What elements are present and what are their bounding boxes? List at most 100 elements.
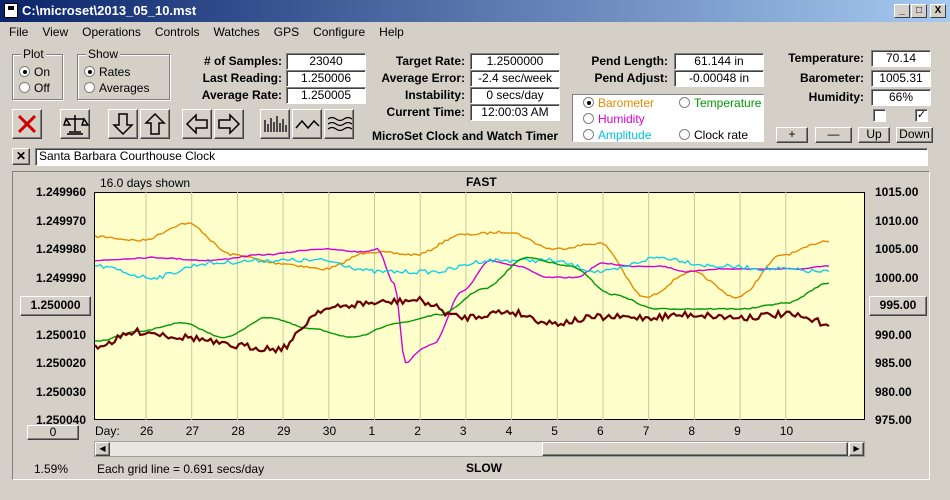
- menu-controls[interactable]: Controls: [154, 25, 200, 39]
- day-label: Day:: [95, 424, 120, 438]
- center-barometer-button[interactable]: 995.00: [869, 296, 927, 316]
- arrow-left-button[interactable]: [182, 109, 212, 139]
- scroll-right-button[interactable]: ▶: [849, 442, 864, 456]
- y-right-tick: 1010.00: [875, 213, 919, 228]
- center-rate-button[interactable]: 1.250000: [20, 296, 91, 316]
- menu-operations[interactable]: Operations: [82, 25, 141, 39]
- y-left-tick: 1.249960: [35, 185, 86, 199]
- barometer-radio[interactable]: Barometer: [583, 96, 654, 110]
- last-reading-value: 1.250006: [286, 70, 366, 87]
- x-tick: 26: [140, 424, 154, 438]
- x-tick: 2: [414, 424, 421, 438]
- temperature-radio[interactable]: Temperature: [679, 96, 761, 110]
- scroll-left-button[interactable]: ◀: [95, 442, 110, 456]
- instability-label: Instability:: [404, 88, 465, 102]
- close-button[interactable]: X: [930, 4, 946, 18]
- minimize-button[interactable]: _: [894, 4, 910, 18]
- menu-bar: File View Operations Controls Watches GPS Conf…: [0, 22, 950, 42]
- pend-length-label: Pend Length:: [591, 54, 668, 68]
- fast-label: FAST: [466, 175, 497, 189]
- checkbox-2[interactable]: ✓: [915, 109, 928, 122]
- stop-button[interactable]: [12, 109, 42, 139]
- y-right-tick: 990.00: [875, 327, 912, 342]
- up-button[interactable]: Up: [858, 127, 890, 143]
- plot-area: [94, 192, 865, 420]
- arrow-down-icon: [112, 113, 134, 136]
- y-left-tick: 1.250040: [35, 413, 86, 427]
- average-error-label: Average Error:: [381, 71, 465, 85]
- scrollbar[interactable]: ◀ ▶: [94, 441, 865, 457]
- show-rates-radio[interactable]: Rates: [84, 65, 130, 79]
- title-bar: C:\microset\2013_05_10.mst _ □ X: [0, 0, 950, 22]
- y-right-tick: 985.00: [875, 356, 912, 370]
- plot-on-radio[interactable]: On: [19, 65, 50, 79]
- amplitude-radio[interactable]: Amplitude: [583, 128, 651, 142]
- y-right-tick: 1005.00: [875, 242, 919, 256]
- x-tick: 9: [734, 424, 741, 438]
- target-rate-value: 1.2500000: [470, 53, 560, 70]
- show-averages-radio[interactable]: Averages: [84, 81, 149, 95]
- pend-adjust-value: -0.00048 in: [674, 70, 764, 87]
- arrow-right-icon: [218, 113, 241, 135]
- show-group-title: Show: [86, 47, 121, 61]
- x-tick: 27: [185, 424, 200, 438]
- down-button[interactable]: Down: [896, 127, 933, 143]
- y-left-tick: 1.250030: [35, 384, 86, 399]
- menu-view[interactable]: View: [42, 25, 69, 39]
- humidity-radio[interactable]: Humidity: [583, 112, 645, 126]
- plot-off-radio[interactable]: Off: [19, 81, 50, 95]
- menu-gps[interactable]: GPS: [273, 25, 300, 39]
- target-rate-label: Target Rate:: [395, 54, 465, 68]
- chart-panel: [12, 171, 930, 480]
- y-left-tick: 1.249970: [35, 213, 86, 228]
- arrow-down-button[interactable]: [108, 109, 138, 139]
- wavy-lines-icon: [327, 116, 353, 132]
- humidity-value: 66%: [871, 89, 931, 106]
- x-tick: 7: [642, 424, 650, 438]
- clear-name-button[interactable]: ✕: [12, 148, 30, 165]
- menu-help[interactable]: Help: [379, 25, 404, 39]
- scroll-position-button[interactable]: 0: [27, 425, 79, 440]
- x-tick: 8: [688, 424, 696, 438]
- average-rate-label: Average Rate:: [201, 88, 282, 102]
- percent-label: 1.59%: [34, 462, 69, 476]
- series-selector: Barometer Temperature Humidity Amplitude…: [572, 94, 764, 142]
- x-tick: 29: [277, 424, 291, 438]
- x-tick: 4: [505, 424, 513, 438]
- menu-watches[interactable]: Watches: [213, 25, 260, 39]
- arrow-left-icon: [185, 113, 208, 135]
- menu-configure[interactable]: Configure: [313, 25, 366, 39]
- menu-file[interactable]: File: [9, 25, 29, 39]
- series-line-barometer: [94, 222, 830, 299]
- temperature-value: 70.14: [871, 50, 931, 67]
- wave-button[interactable]: [292, 109, 322, 139]
- x-tick: 3: [459, 424, 467, 438]
- minus-button[interactable]: —: [815, 127, 852, 143]
- scroll-thumb[interactable]: [542, 442, 848, 456]
- series-line-temperature: [94, 256, 830, 342]
- show-group: Show Rates Averages: [77, 47, 170, 100]
- instability-value: 0 secs/day: [470, 87, 560, 104]
- bars-chart-button[interactable]: [260, 109, 290, 139]
- window-title: C:\microset\2013_05_10.mst: [22, 3, 197, 18]
- maximize-button[interactable]: □: [911, 4, 927, 18]
- arrow-right-button[interactable]: [214, 109, 244, 139]
- checkbox-1[interactable]: [873, 109, 886, 122]
- clock-rate-radio[interactable]: Clock rate: [679, 128, 748, 142]
- brand-label: MicroSet Clock and Watch Timer: [372, 129, 559, 143]
- arrow-up-button[interactable]: [140, 109, 170, 139]
- balance-button[interactable]: [60, 109, 90, 139]
- pend-length-value: 61.144 in: [674, 53, 764, 70]
- x-tick: 1: [368, 424, 376, 438]
- x-tick: 5: [551, 424, 558, 438]
- plot-background: [94, 192, 865, 420]
- pend-adjust-label: Pend Adjust:: [594, 71, 668, 85]
- y-left-tick: 1.249990: [35, 270, 86, 285]
- series-line-rate: [94, 295, 830, 355]
- wavy-lines-button[interactable]: [324, 109, 354, 139]
- clock-name-field[interactable]: Santa Barbara Courthouse Clock: [35, 148, 928, 166]
- wave-icon: [295, 119, 320, 130]
- plus-button[interactable]: +: [776, 127, 808, 143]
- y-left-tick: 1.250020: [35, 356, 86, 370]
- series-line-amplitude: [94, 256, 830, 281]
